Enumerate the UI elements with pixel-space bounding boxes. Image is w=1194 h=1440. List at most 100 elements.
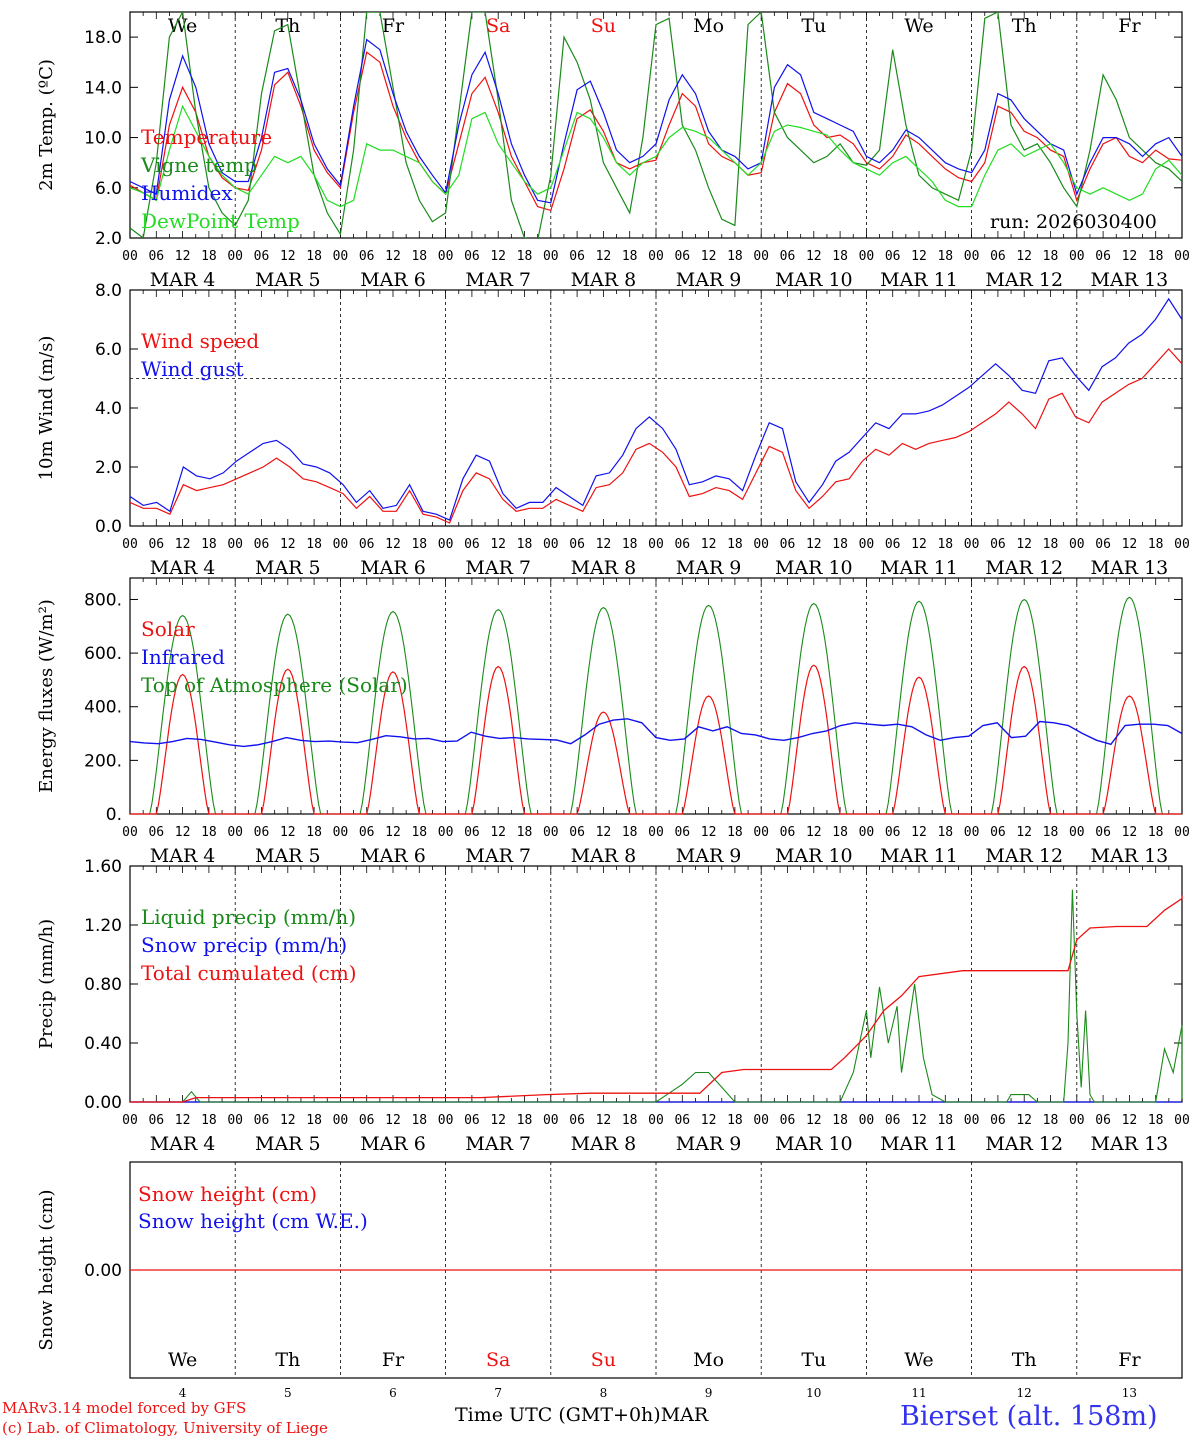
date-label: MAR 5 xyxy=(255,1133,321,1155)
hour-label: 06 xyxy=(148,825,164,840)
footer-day-number: 5 xyxy=(284,1386,292,1400)
date-label: MAR 8 xyxy=(571,1133,637,1155)
hour-label: 00 xyxy=(859,249,875,264)
hour-label: 18 xyxy=(937,825,953,840)
series-wind-gust xyxy=(129,297,1183,521)
hour-label: 18 xyxy=(937,249,953,264)
time-axis-month: MAR xyxy=(660,1404,709,1426)
y-tick-label: 0.40 xyxy=(84,1034,122,1054)
hour-label: 18 xyxy=(411,537,427,552)
hour-label: 00 xyxy=(227,537,243,552)
hour-label: 12 xyxy=(175,249,191,264)
y-tick-label: 2.0 xyxy=(95,229,122,249)
hour-label: 18 xyxy=(1043,537,1059,552)
legend-snow-precip-mm-h-: Snow precip (mm/h) xyxy=(141,933,347,957)
hour-label: 00 xyxy=(1069,249,1085,264)
hour-label: 06 xyxy=(990,537,1006,552)
hour-label: 06 xyxy=(1095,249,1111,264)
hour-label: 06 xyxy=(990,1113,1006,1128)
hour-label: 06 xyxy=(464,537,480,552)
hour-label: 12 xyxy=(490,249,506,264)
hour-label: 06 xyxy=(780,825,796,840)
hour-label: 12 xyxy=(385,825,401,840)
hour-label: 18 xyxy=(832,249,848,264)
hour-label: 12 xyxy=(385,249,401,264)
hour-label: 06 xyxy=(885,825,901,840)
hour-label: 12 xyxy=(596,825,612,840)
hour-label: 12 xyxy=(1016,1113,1032,1128)
date-label: MAR 4 xyxy=(150,845,216,867)
series-liquid-precip xyxy=(130,889,1183,1103)
day-name-mo: Mo xyxy=(693,1349,724,1371)
hour-label: 12 xyxy=(280,537,296,552)
day-name-sa: Sa xyxy=(486,1349,510,1371)
series-temperature xyxy=(130,51,1182,212)
day-name-fr: Fr xyxy=(1118,1349,1141,1371)
hour-label: 06 xyxy=(990,825,1006,840)
hour-label: 18 xyxy=(517,1113,533,1128)
hour-label: 00 xyxy=(964,249,980,264)
hour-label: 00 xyxy=(333,825,349,840)
date-label: MAR 4 xyxy=(150,269,216,291)
hour-label: 18 xyxy=(727,825,743,840)
date-label: MAR 9 xyxy=(676,845,742,867)
hour-label: 06 xyxy=(254,249,270,264)
hour-label: 06 xyxy=(569,537,585,552)
date-label: MAR 11 xyxy=(880,1133,958,1155)
hour-label: 06 xyxy=(780,1113,796,1128)
series-dewpoint-temp xyxy=(130,104,1182,208)
hour-label: 12 xyxy=(490,1113,506,1128)
date-label: MAR 10 xyxy=(775,557,853,579)
hour-label: 06 xyxy=(674,249,690,264)
hour-label: 18 xyxy=(517,537,533,552)
y-axis-label: 2m Temp. (ºC) xyxy=(36,59,57,191)
y-tick-label: 1.60 xyxy=(84,857,122,877)
hour-label: 00 xyxy=(227,1113,243,1128)
y-tick-label: 0.0 xyxy=(95,517,122,537)
date-label: MAR 7 xyxy=(465,557,531,579)
hour-label: 12 xyxy=(911,249,927,264)
legend-wind-gust: Wind gust xyxy=(141,357,244,381)
time-axis-label: Time UTC (GMT+0h) xyxy=(455,1404,661,1426)
series-solar xyxy=(130,664,1182,815)
date-label: MAR 8 xyxy=(571,845,637,867)
hour-label: 00 xyxy=(1069,537,1085,552)
hour-label: 18 xyxy=(622,537,638,552)
legend-infrared: Infrared xyxy=(141,645,225,669)
hour-label: 06 xyxy=(254,537,270,552)
legend-temperature: Temperature xyxy=(141,125,272,149)
hour-label: 06 xyxy=(148,249,164,264)
hour-label: 00 xyxy=(438,537,454,552)
date-label: MAR 8 xyxy=(571,269,637,291)
day-name-th: Th xyxy=(1012,1349,1037,1371)
hour-label: 12 xyxy=(911,537,927,552)
legend-dewpoint-temp: DewPoint Temp xyxy=(141,209,300,233)
date-label: MAR 4 xyxy=(150,557,216,579)
hour-label: 12 xyxy=(1122,537,1138,552)
date-label: MAR 8 xyxy=(571,557,637,579)
day-name-fr: Fr xyxy=(382,1349,405,1371)
legend-wind-speed: Wind speed xyxy=(141,329,259,353)
hour-label: 18 xyxy=(517,249,533,264)
hour-label: 06 xyxy=(359,249,375,264)
hour-label: 00 xyxy=(859,1113,875,1128)
y-axis-label: Snow height (cm) xyxy=(36,1189,57,1350)
legend-vigne-temp: Vigne temp xyxy=(140,153,257,177)
date-label: MAR 10 xyxy=(775,1133,853,1155)
hour-label: 12 xyxy=(596,537,612,552)
hour-label: 12 xyxy=(701,825,717,840)
day-name-we: We xyxy=(904,1349,933,1371)
hour-label: 06 xyxy=(359,825,375,840)
y-tick-label: 4.0 xyxy=(95,399,122,419)
hour-label: 12 xyxy=(701,1113,717,1128)
y-tick-label: 14.0 xyxy=(84,78,122,98)
hour-label: 18 xyxy=(411,1113,427,1128)
series-wind-speed xyxy=(129,348,1183,524)
hour-label: 18 xyxy=(622,1113,638,1128)
footer-day-number: 13 xyxy=(1122,1386,1137,1400)
hour-label: 00 xyxy=(543,825,559,840)
y-tick-label: 6.0 xyxy=(95,179,122,199)
footer-day-number: 12 xyxy=(1017,1386,1032,1400)
date-label: MAR 10 xyxy=(775,269,853,291)
day-name-tu: Tu xyxy=(801,1349,826,1371)
